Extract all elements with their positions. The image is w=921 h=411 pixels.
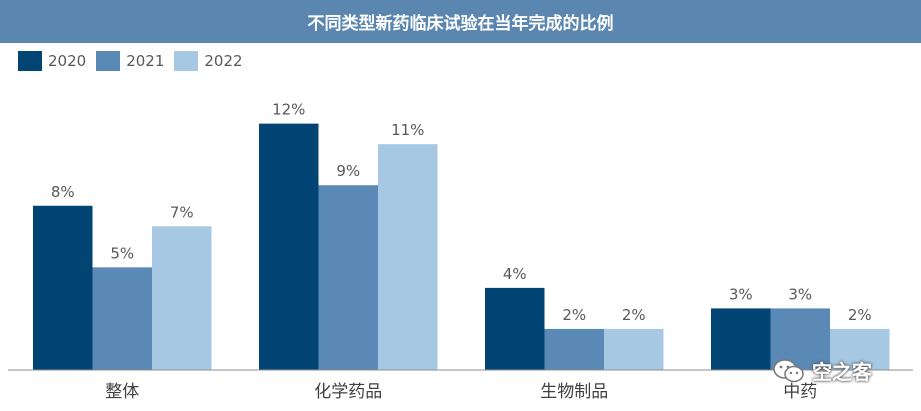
bar-2022-0 [152, 226, 212, 370]
bar-2021-1 [318, 185, 378, 370]
data-label-2022-3: 2% [848, 306, 872, 324]
legend: 2020 2021 2022 [18, 50, 243, 72]
bar-2022-1 [378, 144, 438, 370]
chart-title: 不同类型新药临床试验在当年完成的比例 [0, 0, 921, 43]
data-label-2021-2: 2% [562, 306, 586, 324]
bar-2020-0 [33, 205, 93, 370]
data-label-2022-2: 2% [622, 306, 646, 324]
category-label-3: 中药 [783, 382, 817, 402]
data-label-2021-1: 9% [336, 162, 360, 180]
data-label-2020-3: 3% [729, 285, 753, 303]
bar-2020-1 [259, 123, 319, 371]
legend-item-2020: 2020 [18, 51, 86, 71]
legend-label-2020: 2020 [48, 52, 87, 70]
legend-swatch-2020 [18, 51, 42, 71]
legend-label-2022: 2022 [204, 52, 243, 70]
bar-2020-3 [711, 308, 771, 370]
legend-swatch-2021 [96, 51, 121, 71]
data-label-2020-1: 12% [272, 101, 305, 119]
data-label-2022-1: 11% [391, 121, 424, 139]
bar-2022-2 [604, 328, 664, 370]
bar-2021-0 [92, 267, 152, 370]
data-label-2020-0: 8% [51, 183, 75, 201]
category-label-0: 整体 [105, 382, 139, 402]
wechat-icon [773, 358, 804, 382]
bar-2022-3 [830, 328, 890, 370]
legend-label-2021: 2021 [126, 52, 165, 70]
category-label-1: 化学药品 [314, 382, 382, 402]
bar-2021-2 [544, 328, 604, 370]
category-label-2: 生物制品 [540, 382, 608, 402]
legend-item-2022: 2022 [174, 51, 243, 71]
legend-item-2021: 2021 [96, 51, 164, 71]
data-label-2020-2: 4% [503, 265, 527, 283]
bar-2020-2 [485, 287, 545, 370]
data-label-2021-3: 3% [788, 285, 812, 303]
legend-swatch-2022 [174, 51, 199, 71]
watermark: 空之客 [772, 356, 872, 385]
watermark-text: 空之客 [812, 360, 872, 384]
data-label-2022-0: 7% [170, 203, 194, 221]
data-label-2021-0: 5% [110, 244, 134, 262]
